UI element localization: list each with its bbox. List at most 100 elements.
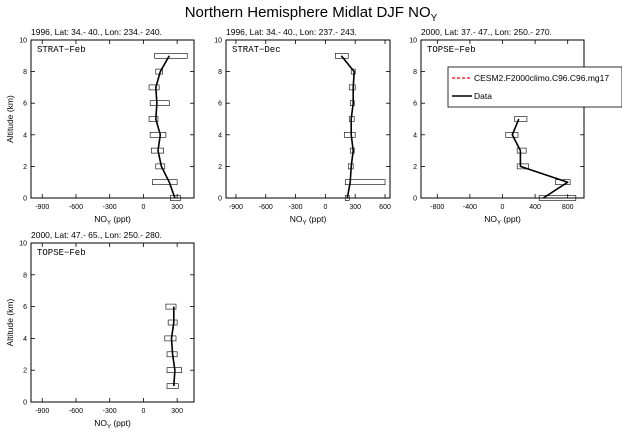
data-range-box bbox=[516, 147, 527, 154]
campaign-label: STRAT−Dec bbox=[232, 45, 281, 55]
data-mean-line bbox=[170, 306, 176, 387]
y-tick-label: 10 bbox=[409, 38, 417, 45]
x-tick-label: -600 bbox=[69, 408, 83, 415]
data-range-box bbox=[344, 179, 386, 185]
y-tick-label: 8 bbox=[413, 69, 417, 76]
legend-model-label: CESM2.F2000climo.C96.C96.mg17 bbox=[474, 73, 609, 83]
x-axis-label-unit: (ppt) bbox=[501, 214, 521, 224]
x-tick-label: -600 bbox=[259, 204, 273, 211]
plot-frame bbox=[30, 242, 195, 403]
x-axis-label: NOY (ppt) bbox=[94, 214, 131, 227]
legend-box bbox=[447, 66, 622, 108]
y-tick-label: 0 bbox=[23, 196, 27, 203]
y-tick-label: 0 bbox=[413, 196, 417, 203]
y-tick-label: 8 bbox=[23, 272, 27, 279]
panel-4: 2000, Lat: 47.- 65., Lon: 250.- 280. TOPS… bbox=[5, 230, 195, 431]
x-axis-label-unit: (ppt) bbox=[306, 214, 326, 224]
x-tick-label: -900 bbox=[35, 204, 49, 211]
data-range-box bbox=[505, 132, 519, 138]
y-tick-label: 10 bbox=[19, 241, 27, 248]
y-tick-label: 10 bbox=[214, 38, 222, 45]
data-range-box bbox=[538, 195, 577, 201]
x-tick-label: -900 bbox=[35, 408, 49, 415]
x-tick-label: 600 bbox=[379, 204, 391, 211]
x-axis-label-text: NO bbox=[94, 418, 107, 428]
x-tick-label: 800 bbox=[562, 204, 574, 211]
y-tick-label: 10 bbox=[19, 38, 27, 45]
x-tick-label: 300 bbox=[171, 204, 183, 211]
plot-frame bbox=[30, 39, 195, 199]
x-axis-label-subscript: Y bbox=[107, 221, 111, 227]
x-tick-label: 0 bbox=[501, 204, 505, 211]
data-range-box bbox=[148, 84, 160, 91]
data-range-box bbox=[343, 132, 356, 138]
data-mean-line bbox=[340, 55, 356, 199]
x-axis-label-text: NO bbox=[484, 214, 497, 224]
data-range-box bbox=[350, 68, 356, 75]
data-range-box bbox=[516, 163, 529, 170]
x-axis-label-unit: (ppt) bbox=[111, 418, 131, 428]
data-range-box bbox=[154, 52, 188, 59]
x-tick-label: 0 bbox=[141, 408, 145, 415]
x-tick-label: 0 bbox=[141, 204, 145, 211]
plot-frame bbox=[420, 39, 585, 199]
data-range-box bbox=[164, 335, 177, 342]
data-mean-line bbox=[511, 118, 569, 199]
y-tick-label: 2 bbox=[23, 164, 27, 171]
panel-info: 1996, Lat: 34.- 40., Lon: 237.- 243. bbox=[226, 27, 357, 37]
x-tick-label: -300 bbox=[103, 408, 117, 415]
y-tick-label: 4 bbox=[23, 132, 27, 139]
x-axis-label-text: NO bbox=[290, 214, 303, 224]
y-tick-label: 4 bbox=[413, 132, 417, 139]
y-tick-label: 0 bbox=[23, 400, 27, 407]
x-tick-label: -900 bbox=[229, 204, 243, 211]
figure-title: Northern Hemisphere Midlat DJF NOY bbox=[185, 4, 438, 24]
y-tick-label: 4 bbox=[23, 336, 27, 343]
legend-obs-label: Data bbox=[474, 91, 492, 101]
figure-title-text: Northern Hemisphere Midlat DJF NO bbox=[185, 4, 431, 21]
y-tick-label: 2 bbox=[218, 164, 222, 171]
x-axis-label: NOY (ppt) bbox=[290, 214, 327, 227]
panel-1: 1996, Lat: 34.- 40., Lon: 234.- 240. STRA… bbox=[5, 27, 195, 227]
data-range-box bbox=[335, 52, 349, 59]
figure-title-subscript: Y bbox=[431, 13, 438, 24]
data-range-box bbox=[150, 147, 164, 154]
campaign-label: STRAT−Feb bbox=[37, 45, 86, 55]
y-tick-label: 8 bbox=[218, 69, 222, 76]
data-range-box bbox=[348, 84, 356, 91]
y-tick-label: 0 bbox=[218, 196, 222, 203]
campaign-label: TOPSE−Feb bbox=[37, 248, 86, 258]
data-range-box bbox=[149, 132, 167, 138]
x-axis-label-subscript: Y bbox=[302, 221, 306, 227]
y-axis-label: Altitude (km) bbox=[5, 298, 15, 346]
campaign-label: TOPSE−Feb bbox=[427, 45, 476, 55]
panel-3: 2000, Lat: 37.- 47., Lon: 250.- 270. TOPS… bbox=[409, 27, 585, 227]
data-range-box bbox=[166, 383, 179, 389]
legend: CESM2.F2000climo.C96.C96.mg17 Data bbox=[447, 66, 622, 108]
x-tick-label: -600 bbox=[69, 204, 83, 211]
y-tick-label: 6 bbox=[218, 101, 222, 108]
x-tick-label: -300 bbox=[289, 204, 303, 211]
x-tick-label: 400 bbox=[529, 204, 541, 211]
data-range-box bbox=[167, 319, 178, 326]
x-tick-label: 300 bbox=[171, 408, 183, 415]
data-range-box bbox=[165, 303, 177, 310]
y-tick-label: 2 bbox=[23, 368, 27, 375]
data-range-box bbox=[514, 116, 528, 122]
x-axis-label: NOY (ppt) bbox=[484, 214, 521, 227]
y-tick-label: 6 bbox=[23, 304, 27, 311]
x-tick-label: -800 bbox=[430, 204, 444, 211]
panel-2: 1996, Lat: 34.- 40., Lon: 237.- 243. STRA… bbox=[214, 27, 391, 227]
x-axis-label-subscript: Y bbox=[107, 425, 111, 431]
panel-info: 2000, Lat: 37.- 47., Lon: 250.- 270. bbox=[421, 27, 552, 37]
y-tick-label: 4 bbox=[218, 132, 222, 139]
y-tick-label: 2 bbox=[413, 164, 417, 171]
data-range-box bbox=[170, 195, 181, 201]
data-mean-line bbox=[155, 55, 176, 199]
x-axis-label-text: NO bbox=[94, 214, 107, 224]
x-tick-label: 300 bbox=[349, 204, 361, 211]
x-tick-label: 0 bbox=[323, 204, 327, 211]
x-axis-label-unit: (ppt) bbox=[111, 214, 131, 224]
y-axis-label: Altitude (km) bbox=[5, 95, 15, 143]
